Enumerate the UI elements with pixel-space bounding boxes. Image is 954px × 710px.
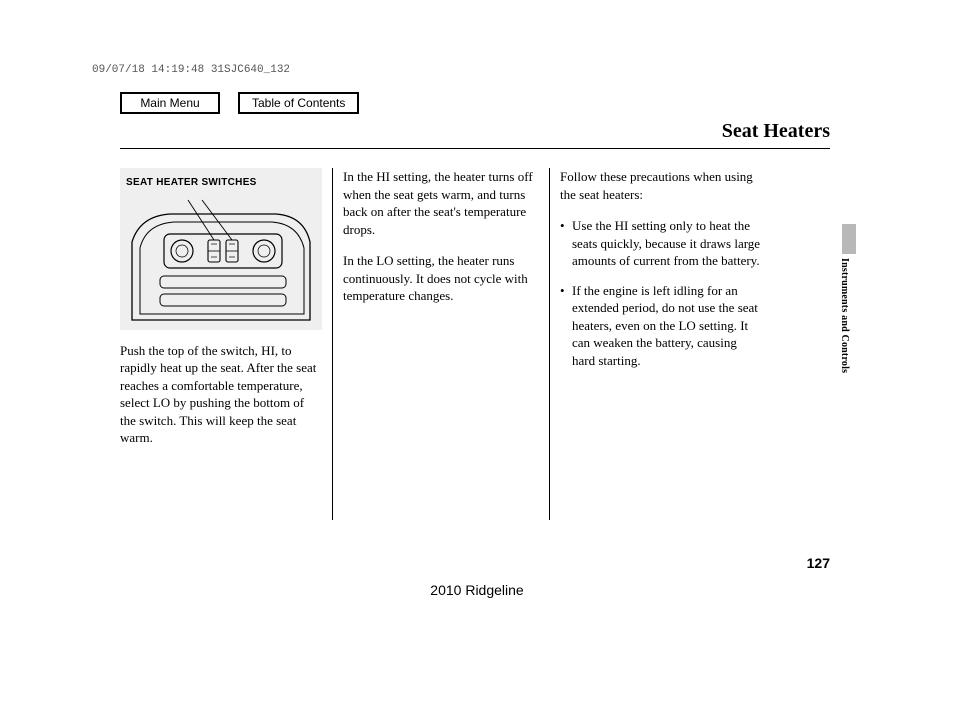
footer-model: 2010 Ridgeline xyxy=(0,582,954,598)
nav-buttons: Main Menu Table of Contents xyxy=(120,92,359,114)
column-1: SEAT HEATER SWITCHES xyxy=(120,168,332,520)
page-number: 127 xyxy=(807,555,830,571)
list-item: If the engine is left idling for an exte… xyxy=(560,282,762,370)
col2-para1: In the HI setting, the heater turns off … xyxy=(343,168,539,238)
main-menu-button[interactable]: Main Menu xyxy=(120,92,220,114)
header-code: 09/07/18 14:19:48 31SJC640_132 xyxy=(92,64,290,76)
seat-heater-diagram xyxy=(126,194,314,324)
column-3: Follow these precautions when using the … xyxy=(550,168,772,520)
toc-button[interactable]: Table of Contents xyxy=(238,92,359,114)
col1-para1: Push the top of the switch, HI, to rapid… xyxy=(120,342,322,447)
figure-seat-heater-switches: SEAT HEATER SWITCHES xyxy=(120,168,322,330)
col3-intro: Follow these precautions when using the … xyxy=(560,168,762,203)
precautions-list: Use the HI setting only to heat the seat… xyxy=(560,217,762,369)
page-title: Seat Heaters xyxy=(722,120,830,143)
column-2: In the HI setting, the heater turns off … xyxy=(332,168,550,520)
section-label: Instruments and Controls xyxy=(839,258,850,373)
figure-label: SEAT HEATER SWITCHES xyxy=(126,176,316,190)
section-tab xyxy=(842,224,856,254)
title-divider xyxy=(120,148,830,149)
content-columns: SEAT HEATER SWITCHES xyxy=(120,168,780,520)
col2-para2: In the LO setting, the heater runs conti… xyxy=(343,252,539,305)
list-item: Use the HI setting only to heat the seat… xyxy=(560,217,762,270)
